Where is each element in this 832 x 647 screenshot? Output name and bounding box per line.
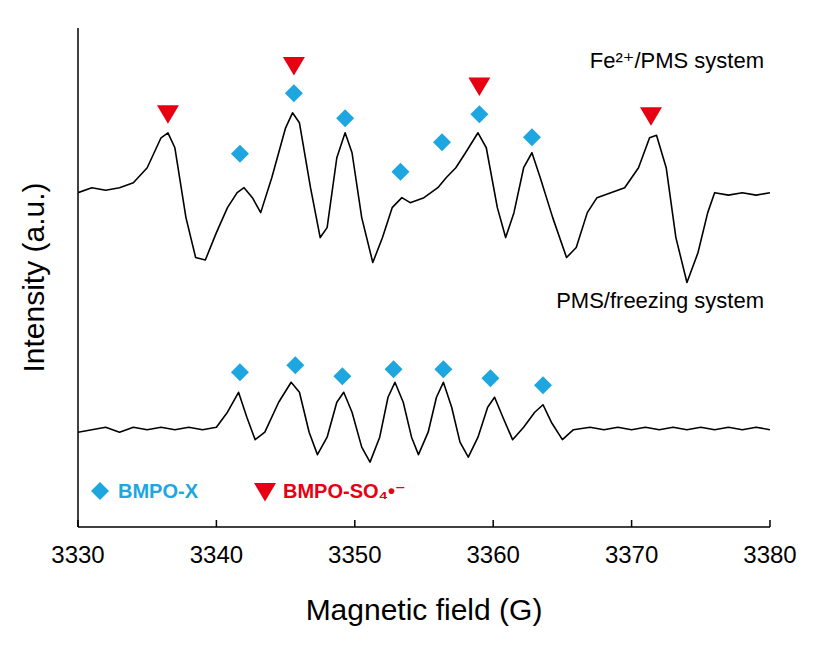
peak-marker [534,376,552,394]
trace-annotation: Fe²⁺/PMS system [590,48,764,73]
x-tick [769,520,771,527]
x-tick-label: 3370 [605,541,658,568]
x-axis [78,526,770,528]
x-tick-label: 3380 [743,541,796,568]
trace-annotation: PMS/freezing system [556,288,764,313]
x-tick [354,520,356,527]
y-axis [77,28,79,527]
peak-marker [433,133,451,151]
legend-label: BMPO-SO₄•⁻ [283,480,406,502]
peak-marker [468,77,490,96]
y-axis-label: Intensity (a.u.) [17,182,50,372]
peak-marker [385,360,403,378]
legend-label: BMPO-X [118,480,199,502]
peak-marker [283,57,305,76]
peak-marker [523,128,541,146]
spectrum-line [78,113,770,283]
x-tick-label: 3360 [467,541,520,568]
peak-marker [336,109,354,127]
peak-marker [333,367,351,385]
x-tick [216,520,218,527]
x-axis-label: Magnetic field (G) [306,593,543,626]
x-tick [492,520,494,527]
x-tick [77,520,79,527]
chart: 3330 3340 3350 3360 3370 3380 Magnetic field (… [0,0,832,647]
peak-marker [640,107,662,126]
peak-marker [434,360,452,378]
peak-marker [286,356,304,374]
peak-marker [231,363,249,381]
peak-marker [157,105,179,124]
peak-marker [470,105,488,123]
peak-marker [231,145,249,163]
x-tick-label: 3340 [190,541,243,568]
x-tick-label: 3330 [51,541,104,568]
plot-area [78,57,770,462]
spectrum-line [78,382,770,462]
peak-marker [391,163,409,181]
peak-marker [285,84,303,102]
peak-marker [481,369,499,387]
legend-swatch [91,482,109,500]
legend-swatch [254,483,276,502]
x-tick [631,520,633,527]
x-tick-label: 3350 [328,541,381,568]
